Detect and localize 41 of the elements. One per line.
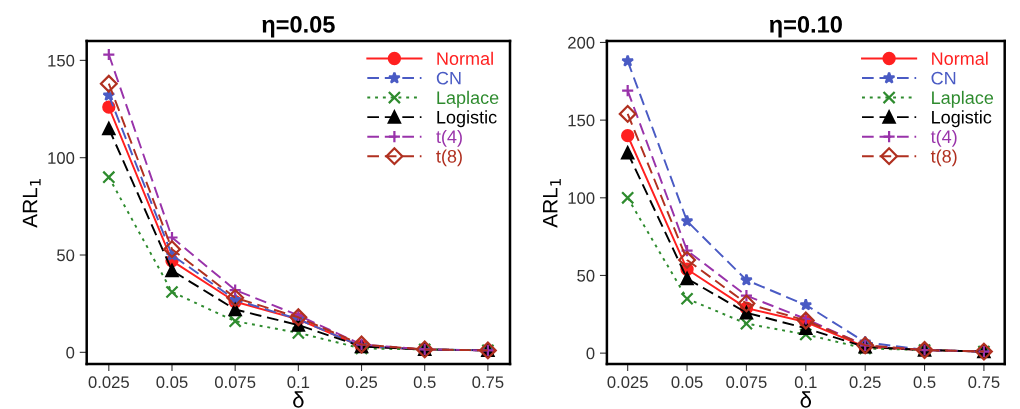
y-tick-label: 100 xyxy=(48,152,75,164)
x-tick-label: 0.075 xyxy=(214,376,256,389)
legend-label: CN xyxy=(436,71,461,85)
x-tick-label: 0.075 xyxy=(726,376,767,389)
y-tick-label: 0 xyxy=(66,346,75,359)
chart-title: η=0.05 xyxy=(262,16,335,38)
chart-title: η=0.10 xyxy=(769,16,842,38)
x-tick-label: 0.75 xyxy=(472,376,504,389)
y-tick-label: 50 xyxy=(57,249,75,262)
legend-label: t(4) xyxy=(930,129,957,147)
x-tick-label: 0.025 xyxy=(88,376,129,389)
x-tick-label: 0.25 xyxy=(345,376,378,389)
legend-label: Normal xyxy=(932,51,988,65)
y-tick-label: 100 xyxy=(568,192,595,204)
x-tick-label: 0.05 xyxy=(156,376,188,389)
x-tick-label: 0.1 xyxy=(287,376,310,389)
y-tick-label: 150 xyxy=(48,54,75,67)
x-axis-title: δ xyxy=(800,391,812,408)
y-tick-label: 0 xyxy=(586,347,595,360)
x-tick-label: 0.25 xyxy=(849,376,881,389)
x-tick-label: 0.025 xyxy=(607,376,648,389)
legend-label: t(8) xyxy=(930,149,957,167)
legend-label: Normal xyxy=(437,51,493,65)
y-tick-label: 50 xyxy=(577,269,595,282)
y-tick-label: 150 xyxy=(568,114,595,127)
y-axis-title: ARL$_{1}$ xyxy=(543,179,561,228)
legend-label: CN xyxy=(931,71,956,85)
y-axis-title: ARL$_{1}$ xyxy=(22,179,41,228)
y-tick-label: 200 xyxy=(568,36,595,49)
x-tick-label: 0.75 xyxy=(968,376,1000,389)
legend-label: t(8) xyxy=(436,149,462,167)
x-tick-label: 0.5 xyxy=(413,376,436,389)
x-axis-title: δ xyxy=(293,391,304,408)
legend-label: Logistic xyxy=(932,110,992,128)
legend-label: t(4) xyxy=(436,129,462,147)
x-tick-label: 0.1 xyxy=(794,376,817,389)
legend-label: Laplace xyxy=(932,90,994,108)
legend-label: Laplace xyxy=(437,90,499,108)
legend-label: Logistic xyxy=(437,110,497,128)
x-tick-label: 0.5 xyxy=(913,376,936,389)
x-tick-label: 0.05 xyxy=(671,376,703,389)
